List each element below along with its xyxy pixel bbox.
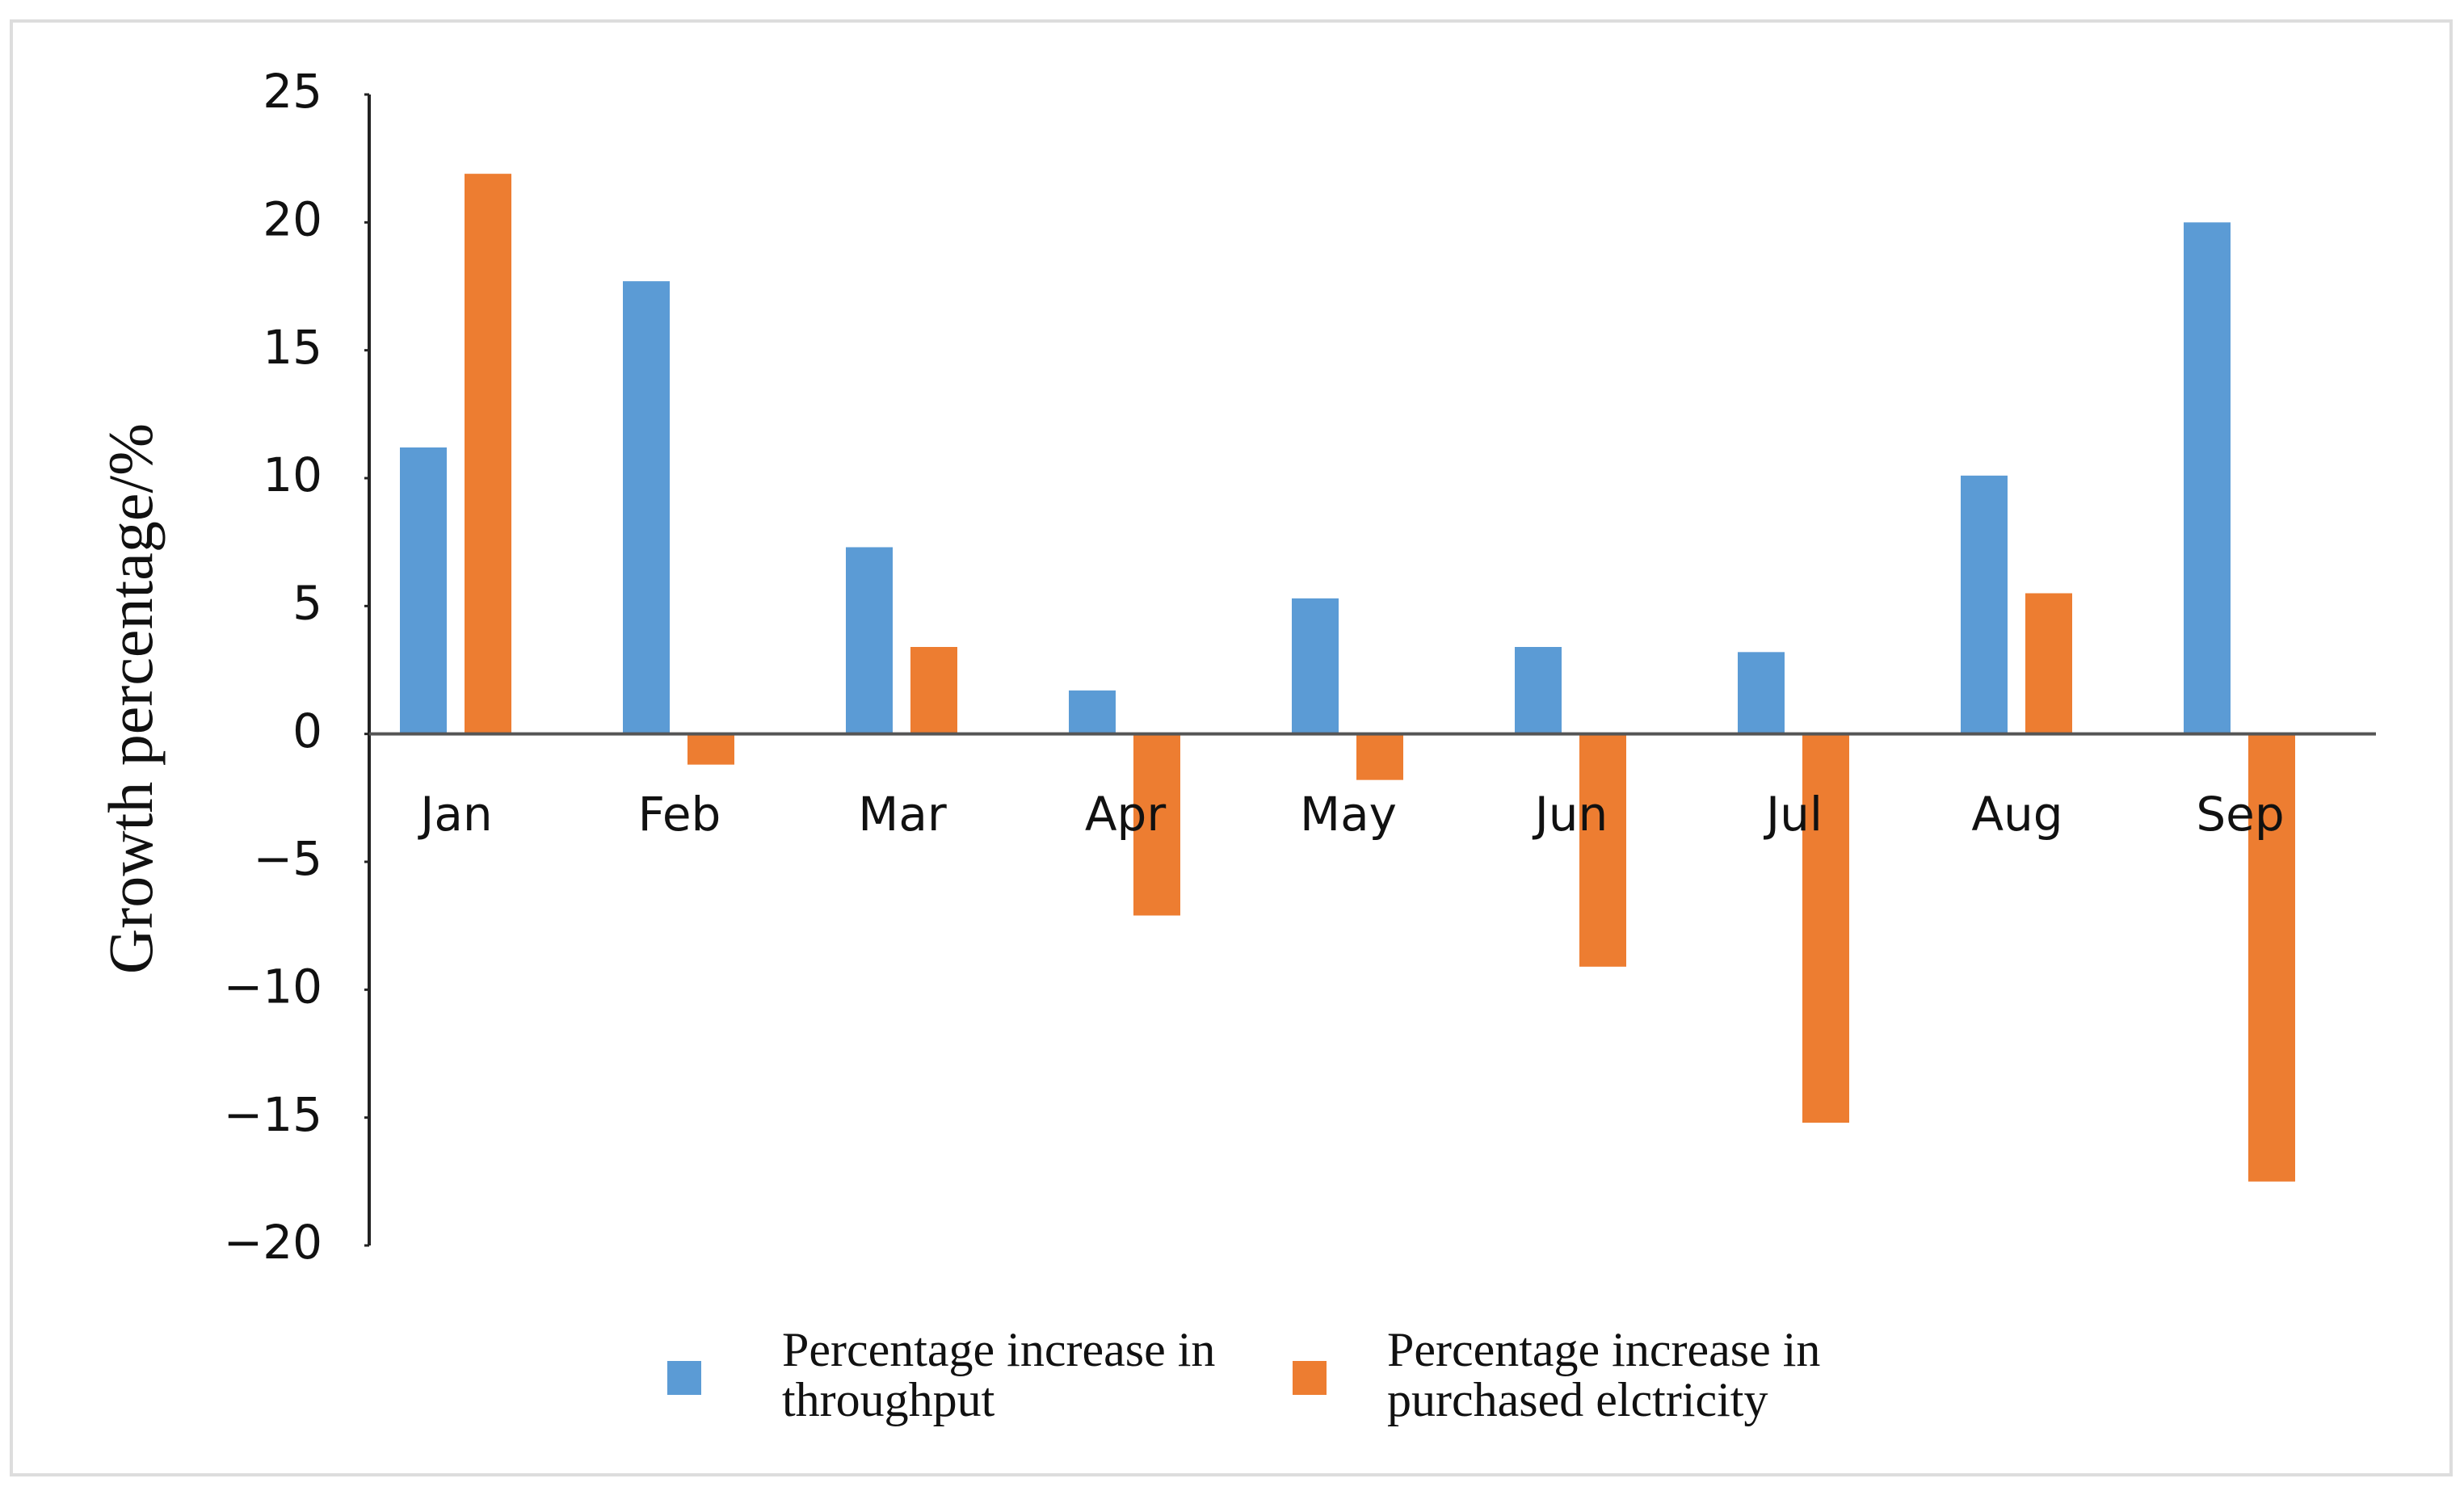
y-tick-label: 20 <box>263 191 322 246</box>
x-tick-label: Sep <box>2196 787 2284 842</box>
x-tick-label: Jun <box>1533 787 1608 842</box>
bar <box>1515 647 1562 734</box>
y-tick-label: 10 <box>263 447 322 502</box>
x-tick-label: Apr <box>1085 787 1166 842</box>
y-tick-label: 15 <box>263 320 322 375</box>
bar <box>1579 733 1626 967</box>
bar <box>846 547 893 734</box>
bar <box>687 733 734 765</box>
bar <box>2184 222 2231 734</box>
bar <box>623 281 670 734</box>
bar <box>910 647 957 734</box>
legend-label: Percentage increase in purchased elctric… <box>1387 1323 1821 1426</box>
x-tick-label: May <box>1300 787 1397 842</box>
y-axis-label: Growth percentage/% <box>95 423 166 974</box>
bar <box>1356 733 1403 780</box>
x-tick-label: Feb <box>638 787 721 842</box>
y-tick-label: −10 <box>224 959 322 1014</box>
y-tick-label: −15 <box>224 1087 322 1142</box>
bar <box>1738 652 1785 734</box>
y-tick-label: −5 <box>254 831 323 886</box>
legend-swatch <box>667 1361 701 1395</box>
x-tick-label: Aug <box>1971 787 2062 842</box>
bar <box>2248 733 2295 1182</box>
y-tick-label: 0 <box>292 704 322 758</box>
x-tick-label: Jul <box>1764 787 1823 842</box>
bar <box>1802 733 1849 1123</box>
y-tick-label: 25 <box>263 64 322 119</box>
bar <box>465 174 511 734</box>
bar <box>1069 690 1116 734</box>
x-tick-label: Mar <box>858 787 947 842</box>
bar <box>1961 475 2008 734</box>
legend-swatch <box>1293 1361 1327 1395</box>
bar <box>2025 593 2072 734</box>
bar <box>1292 598 1339 734</box>
frame <box>10 19 2453 1476</box>
y-tick-label: 5 <box>292 575 322 630</box>
y-tick-label: −20 <box>224 1215 322 1270</box>
legend-label: Percentage increase in throughput <box>782 1323 1216 1426</box>
x-tick-label: Jan <box>418 787 492 842</box>
bar <box>400 447 447 734</box>
bar <box>1133 733 1180 916</box>
